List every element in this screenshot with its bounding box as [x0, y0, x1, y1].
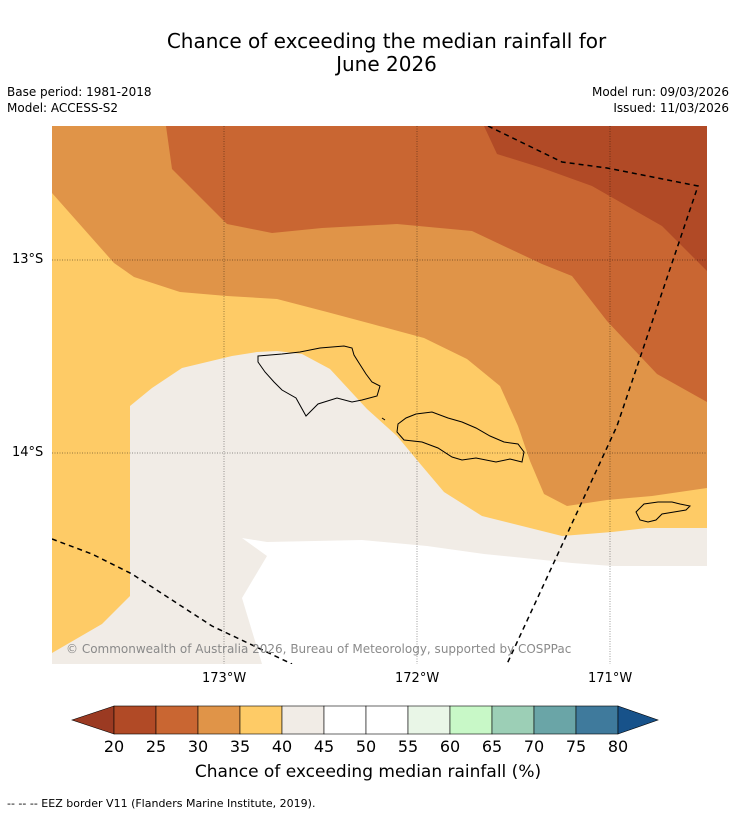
colorbar-swatch — [281, 705, 325, 735]
colorbar-extend-low — [71, 705, 115, 735]
region-white — [242, 538, 707, 664]
lat-label-14s: 14°S — [12, 445, 44, 460]
colorbar-extend-high — [617, 705, 659, 735]
region-20-25 — [484, 126, 707, 271]
copyright-text: © Commonwealth of Australia 2026, Bureau… — [66, 642, 571, 656]
lon-label-173w: 173°W — [202, 671, 247, 686]
island-savaii — [257, 345, 381, 417]
meta-left: Base period: 1981-2018 Model: ACCESS-S2 — [7, 84, 152, 116]
base-period: Base period: 1981-2018 — [7, 85, 152, 99]
colorbar-swatch — [197, 705, 241, 735]
meta-right: Model run: 09/03/2026 Issued: 11/03/2026 — [592, 84, 729, 116]
lon-label-172w: 172°W — [395, 671, 440, 686]
colorbar-tick-label: 45 — [313, 737, 335, 756]
colorbar-swatch — [575, 705, 619, 735]
model-run: Model run: 09/03/2026 — [591, 85, 729, 99]
colorbar-swatch — [155, 705, 199, 735]
title-line-1: Chance of exceeding the median rainfall … — [166, 29, 607, 53]
colorbar-tick-label: 65 — [481, 737, 503, 756]
island-manono — [381, 417, 386, 421]
colorbar-tick-label: 50 — [355, 737, 377, 756]
colorbar-tick-label: 20 — [103, 737, 125, 756]
region-25-30 — [166, 126, 707, 402]
colorbar-swatch — [365, 705, 409, 735]
eez-border-east — [487, 126, 699, 664]
colorbar-tick-label: 35 — [229, 737, 251, 756]
colorbar-swatch — [407, 705, 451, 735]
colorbar-swatch — [113, 705, 157, 735]
colorbar-swatch — [533, 705, 577, 735]
colorbar-tick-label: 70 — [523, 737, 545, 756]
title-line-2: June 2026 — [336, 52, 437, 76]
lon-label-171w: 171°W — [588, 671, 633, 686]
colorbar-tick-label: 30 — [187, 737, 209, 756]
eez-border-southwest — [52, 538, 293, 664]
colorbar-tick-label: 60 — [439, 737, 461, 756]
colorbar-swatch — [491, 705, 535, 735]
issued-date: Issued: 11/03/2026 — [613, 101, 729, 115]
eez-footnote: -- -- -- EEZ border V11 (Flanders Marine… — [7, 797, 316, 810]
colorbar-tick-label: 80 — [607, 737, 629, 756]
colorbar-swatch — [323, 705, 367, 735]
island-upolu — [396, 411, 525, 463]
chart-title: Chance of exceeding the median rainfall … — [0, 30, 736, 76]
rainfall-map: © Commonwealth of Australia 2026, Bureau… — [52, 126, 707, 664]
lat-label-13s: 13°S — [12, 252, 44, 267]
island-tutuila — [635, 501, 692, 523]
model-name: Model: ACCESS-S2 — [7, 101, 119, 115]
colorbar-tick-label: 40 — [271, 737, 293, 756]
colorbar-tick-label: 75 — [565, 737, 587, 756]
colorbar-swatch — [239, 705, 283, 735]
colorbar-tick-label: 25 — [145, 737, 167, 756]
colorbar-tick-label: 55 — [397, 737, 419, 756]
colorbar-swatch — [449, 705, 493, 735]
colorbar — [71, 705, 659, 735]
colorbar-label: Chance of exceeding median rainfall (%) — [194, 762, 542, 782]
